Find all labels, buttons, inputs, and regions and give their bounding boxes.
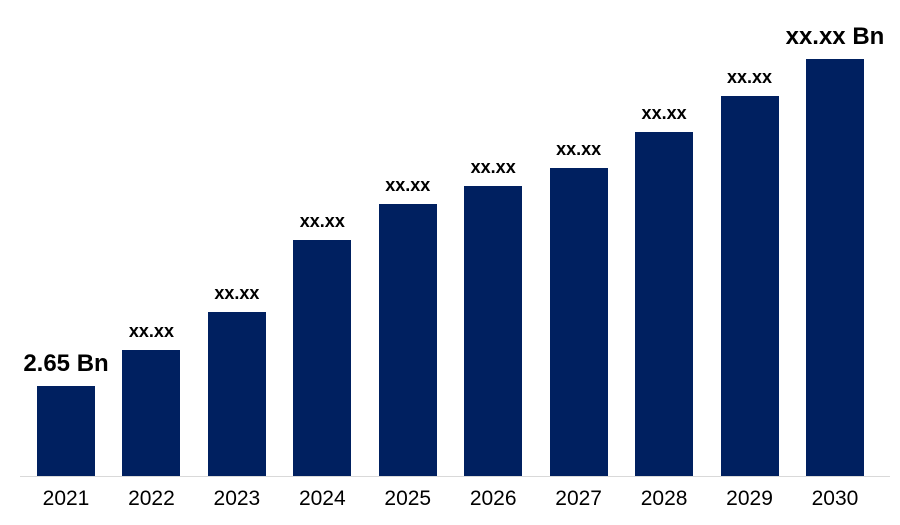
bar bbox=[122, 350, 181, 476]
bar bbox=[293, 240, 352, 476]
x-axis-label: 2021 bbox=[42, 487, 90, 510]
bar-value-label: xx.xx bbox=[214, 283, 260, 303]
bar bbox=[378, 204, 437, 476]
x-axis-label: 2029 bbox=[726, 487, 773, 510]
bar-group-2028: xx.xx 2028 bbox=[635, 0, 694, 525]
bar-group-2022: xx.xx 2022 bbox=[122, 0, 181, 525]
bar-value-label: xx.xx bbox=[299, 211, 345, 231]
bar-value-label: xx.xx bbox=[128, 321, 174, 342]
bar-group-2025: xx.xx 2025 bbox=[378, 0, 437, 525]
bar-group-2021: 2.65 Bn 2021 bbox=[23, 0, 108, 525]
bar-group-2030: xx.xx Bn 2030 bbox=[786, 0, 885, 525]
x-axis-label: 2023 bbox=[213, 487, 261, 510]
bar bbox=[37, 386, 95, 476]
bar bbox=[805, 59, 864, 476]
bar bbox=[464, 186, 523, 476]
bar-group-2026: xx.xx 2026 bbox=[464, 0, 523, 525]
bar bbox=[207, 312, 266, 476]
x-axis-label: 2024 bbox=[298, 487, 346, 510]
x-axis-label: 2022 bbox=[128, 487, 175, 510]
bar bbox=[635, 132, 694, 476]
bar-group-2027: xx.xx 2027 bbox=[549, 0, 608, 525]
bar-value-label: xx.xx bbox=[641, 103, 687, 124]
x-axis-label: 2030 bbox=[811, 487, 859, 510]
x-axis-label: 2028 bbox=[640, 487, 688, 510]
bar-group-2023: xx.xx 2023 bbox=[207, 0, 266, 525]
bar bbox=[720, 96, 779, 476]
x-axis-label: 2026 bbox=[469, 487, 517, 510]
x-axis-label: 2027 bbox=[555, 487, 602, 510]
bar bbox=[549, 168, 608, 476]
bar-value-label: xx.xx bbox=[556, 139, 602, 160]
bar-value-label: xx.xx bbox=[470, 157, 516, 178]
bar-value-label: xx.xx Bn bbox=[785, 23, 885, 50]
bar-group-2024: xx.xx 2024 bbox=[293, 0, 352, 525]
x-axis-label: 2025 bbox=[384, 487, 432, 510]
bar-value-label: 2.65 Bn bbox=[23, 350, 109, 378]
bar-value-label: xx.xx bbox=[385, 175, 431, 195]
bar-group-2029: xx.xx 2029 bbox=[720, 0, 779, 525]
bar-value-label: xx.xx bbox=[726, 67, 773, 88]
